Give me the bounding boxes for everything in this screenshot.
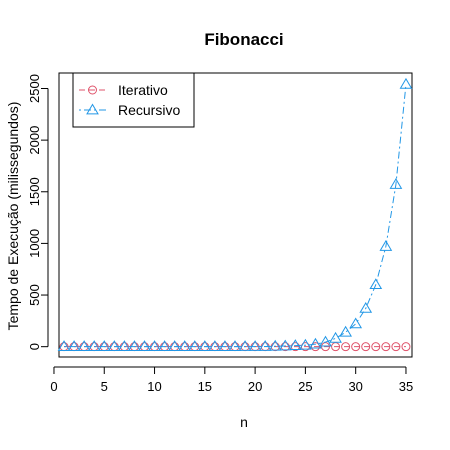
data-point-recursivo (248, 340, 262, 351)
data-point-recursivo (299, 338, 312, 350)
data-point-recursivo (138, 340, 151, 352)
series-recursivo (57, 77, 413, 352)
data-point-iterativo (361, 342, 371, 352)
y-tick-label: 1500 (27, 177, 42, 206)
x-tick-label: 10 (147, 379, 161, 394)
data-point-recursivo (369, 278, 383, 290)
data-point-recursivo (87, 340, 101, 352)
legend-label-iterativo: Iterativo (118, 82, 168, 98)
chart-title: Fibonacci (204, 30, 283, 49)
data-point-iterativo (391, 342, 401, 352)
data-point-iterativo (310, 342, 320, 352)
x-axis-label: n (240, 414, 248, 430)
legend-label-recursivo: Recursivo (118, 102, 180, 118)
data-point-recursivo (228, 340, 242, 352)
data-point-recursivo (389, 178, 403, 189)
y-tick-label: 0 (27, 343, 42, 350)
data-point-recursivo (97, 340, 111, 352)
data-point-recursivo (77, 340, 91, 352)
data-point-iterativo (401, 342, 411, 352)
data-point-recursivo (238, 340, 252, 351)
y-tick-label: 2500 (27, 74, 42, 103)
data-point-recursivo (278, 339, 292, 351)
data-point-recursivo (168, 340, 182, 352)
x-tick-label: 5 (101, 379, 108, 394)
data-point-recursivo (359, 301, 373, 313)
x-tick-label: 35 (399, 379, 413, 394)
data-point-iterativo (371, 342, 381, 352)
x-tick-label: 30 (348, 379, 362, 394)
data-point-recursivo (349, 317, 363, 329)
y-axis: 0 500 1000 1500 2000 2500 (27, 74, 49, 350)
legend-box (72, 72, 195, 128)
legend-marker-recursivo (86, 103, 99, 115)
data-point-recursivo (57, 340, 71, 352)
data-point-iterativo (321, 342, 331, 352)
data-point-recursivo (128, 340, 141, 352)
y-axis-label: Tempo de Execução (milissegundos) (5, 102, 21, 331)
x-tick-label: 0 (50, 379, 57, 394)
plot-box (58, 72, 413, 358)
data-point-recursivo (309, 337, 322, 349)
data-point-recursivo (399, 77, 413, 89)
data-point-recursivo (288, 339, 302, 350)
data-point-recursivo (329, 331, 342, 343)
data-point-recursivo (218, 340, 232, 352)
data-point-recursivo (198, 340, 212, 352)
data-point-recursivo (188, 340, 202, 352)
y-tick-label: 2000 (27, 126, 42, 155)
x-tick-label: 15 (198, 379, 212, 394)
x-axis: 0 5 10 15 20 25 30 35 (50, 366, 413, 394)
data-point-recursivo (67, 340, 81, 352)
data-point-recursivo (319, 335, 332, 347)
data-point-recursivo (258, 339, 272, 351)
data-point-recursivo (178, 340, 192, 352)
data-point-recursivo (158, 340, 171, 352)
data-point-recursivo (117, 340, 131, 352)
legend-marker-iterativo (88, 85, 97, 95)
plot-series (57, 77, 413, 352)
x-tick-label: 25 (298, 379, 312, 394)
data-point-iterativo (381, 342, 391, 352)
data-point-recursivo (268, 339, 282, 351)
x-tick-label: 20 (248, 379, 262, 394)
y-tick-label: 1000 (27, 229, 42, 258)
data-point-recursivo (208, 340, 222, 352)
data-point-recursivo (379, 240, 393, 251)
data-point-recursivo (339, 325, 352, 337)
data-point-recursivo (107, 340, 121, 352)
data-point-recursivo (148, 340, 161, 352)
legend: Iterativo Recursivo (72, 72, 195, 128)
data-point-iterativo (351, 342, 361, 352)
y-tick-label: 500 (27, 284, 42, 306)
data-point-iterativo (341, 342, 351, 352)
